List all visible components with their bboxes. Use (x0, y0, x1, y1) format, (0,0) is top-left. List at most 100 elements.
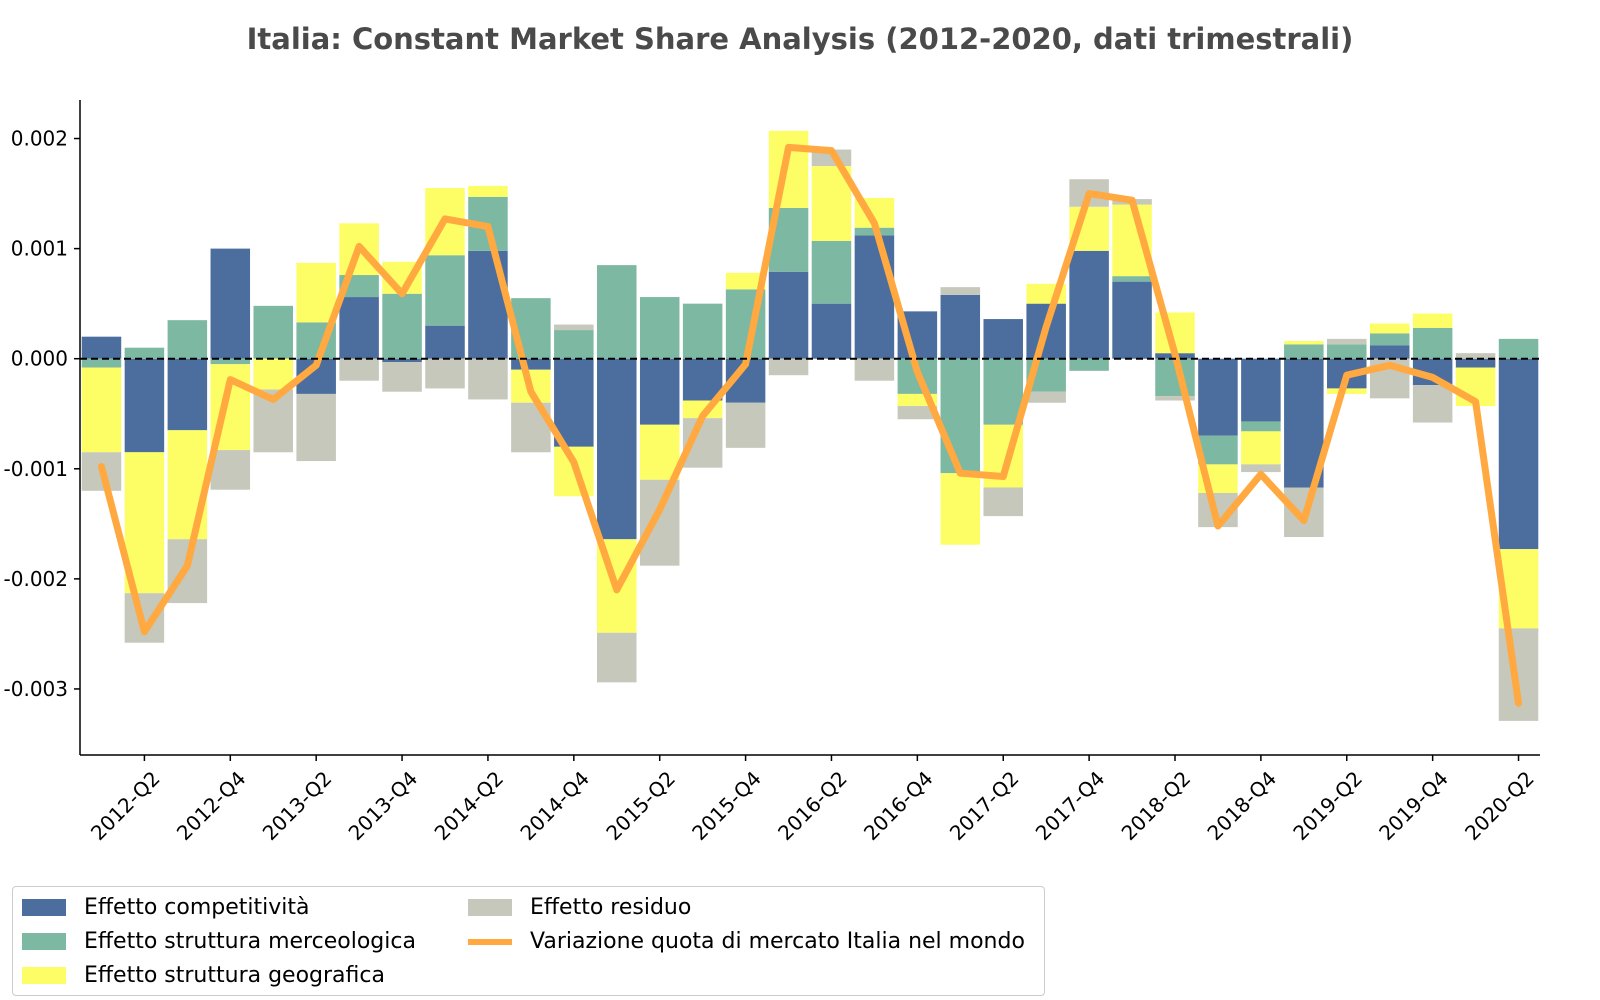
bar-2020-Q1-s3 (1455, 353, 1496, 359)
legend-item-variazione: Variazione quota di mercato Italia nel m… (468, 929, 1025, 954)
legend-item-geografica: Effetto struttura geografica (22, 963, 385, 988)
bar-2012-Q3-s2 (167, 430, 208, 540)
legend-swatch-merceologica (22, 933, 66, 950)
bar-2018-Q4-s1 (1241, 421, 1281, 432)
bar-2019-Q2-s1 (1327, 344, 1367, 359)
bar-2016-Q1-s3 (768, 358, 809, 376)
y-tick-label: -0.003 (4, 677, 68, 701)
bar-2014-Q4-s0 (554, 358, 594, 447)
legend-swatch-geografica (22, 967, 66, 984)
bar-2013-Q4-s1 (382, 293, 422, 359)
y-tick-label: -0.001 (4, 457, 68, 481)
bar-2015-Q2-s2 (639, 424, 680, 480)
legend-swatch-residuo (468, 899, 512, 916)
x-tick-label: 2020-Q2 (1460, 766, 1539, 845)
bar-2017-Q1-s0 (940, 294, 981, 359)
bar-2014-Q1-s3 (425, 358, 465, 389)
bar-2016-Q2-s0 (811, 303, 852, 359)
bar-2012-Q2-s0 (124, 358, 165, 453)
bar-2019-Q1-s2 (1284, 341, 1324, 345)
bar-2015-Q1-s0 (597, 358, 637, 540)
bar-2014-Q2-s3 (468, 358, 508, 400)
bar-2013-Q2-s2 (296, 262, 336, 323)
bar-2012-Q4-s3 (210, 450, 251, 490)
bar-2014-Q4-s3 (554, 324, 594, 331)
line-layer (97, 143, 1523, 707)
bar-2020-Q2-s3 (1498, 628, 1539, 721)
bar-2012-Q2-s1 (124, 347, 165, 359)
bar-2016-Q3-s3 (854, 358, 895, 381)
chart-plot-area: -0.003 -0.002 -0.001 0.000 0.001 0.002 2012-Q2… (4, 100, 1540, 845)
x-tick-label: 2019-Q4 (1374, 766, 1453, 845)
legend-item-competitivita: Effetto competitività (22, 895, 310, 920)
bar-2015-Q3-s0 (682, 358, 723, 401)
bar-2014-Q3-s0 (511, 358, 551, 370)
bar-2015-Q1-s3 (597, 632, 637, 683)
bar-2018-Q4-s3 (1241, 464, 1281, 473)
legend-swatch-variazione (468, 938, 512, 945)
y-tick-label: 0.000 (11, 347, 68, 371)
y-tick-label: 0.001 (11, 237, 68, 261)
x-tick-label: 2012-Q2 (86, 766, 165, 845)
legend-label-variazione: Variazione quota di mercato Italia nel m… (530, 929, 1025, 954)
bar-2015-Q3-s1 (682, 303, 723, 359)
x-tick-label: 2015-Q2 (601, 766, 680, 845)
x-tick-label: 2016-Q2 (773, 766, 852, 845)
x-tick-label: 2013-Q2 (258, 766, 337, 845)
bar-2017-Q1-s1 (940, 358, 981, 474)
x-tick-label: 2019-Q2 (1288, 766, 1367, 845)
bar-2018-Q1-s1 (1112, 276, 1152, 282)
bar-2019-Q2-s3 (1327, 338, 1367, 345)
x-tick-label: 2014-Q2 (430, 766, 509, 845)
x-tick-label: 2017-Q2 (945, 766, 1024, 845)
legend-swatch-competitivita (22, 899, 66, 916)
bar-2018-Q4-s2 (1241, 431, 1281, 465)
chart-title: Italia: Constant Market Share Analysis (… (246, 22, 1354, 56)
bars-layer (81, 130, 1539, 721)
bar-2013-Q3-s3 (339, 358, 379, 381)
bar-2020-Q2-s0 (1498, 358, 1539, 550)
bar-2015-Q4-s3 (725, 402, 766, 448)
legend-item-residuo: Effetto residuo (468, 895, 691, 920)
bar-2013-Q3-s0 (339, 297, 379, 359)
bar-2017-Q2-s1 (983, 358, 1023, 425)
legend-item-merceologica: Effetto struttura merceologica (22, 929, 416, 954)
bar-2012-Q1-s1 (81, 358, 122, 368)
legend-label-competitivita: Effetto competitività (84, 895, 310, 920)
bar-2017-Q4-s1 (1069, 358, 1109, 371)
bar-2013-Q1-s2 (253, 358, 293, 390)
bar-2017-Q1-s3 (940, 287, 981, 295)
line-series-variazione (97, 143, 1523, 707)
bar-2016-Q1-s2 (768, 130, 809, 208)
bar-2018-Q3-s0 (1198, 358, 1238, 436)
bar-2014-Q1-s0 (425, 325, 465, 359)
bar-2018-Q2-s3 (1155, 396, 1195, 401)
x-tick-label: 2017-Q4 (1031, 766, 1110, 845)
x-tick-label: 2014-Q4 (515, 766, 594, 845)
bar-2019-Q3-s0 (1369, 345, 1410, 359)
bar-2015-Q2-s0 (639, 358, 680, 425)
bar-2017-Q1-s2 (940, 473, 981, 545)
chart-legend: Effetto competitività Effetto struttura … (12, 886, 1045, 996)
bar-2012-Q4-s1 (210, 358, 251, 365)
x-tick-label: 2018-Q2 (1117, 766, 1196, 845)
bar-2017-Q4-s0 (1069, 250, 1109, 359)
bar-2016-Q4-s3 (897, 406, 938, 420)
x-tick-label: 2013-Q4 (344, 766, 423, 845)
bar-2020-Q2-s1 (1498, 338, 1539, 359)
bar-2013-Q4-s0 (382, 358, 422, 362)
legend-label-residuo: Effetto residuo (530, 895, 692, 920)
legend-label-geografica: Effetto struttura geografica (84, 963, 385, 988)
x-tick-label: 2016-Q4 (859, 766, 938, 845)
bar-2012-Q4-s0 (210, 248, 251, 359)
bar-2013-Q4-s3 (382, 362, 422, 392)
bar-2018-Q4-s0 (1241, 358, 1281, 422)
bar-2012-Q1-s0 (81, 336, 122, 359)
bar-2012-Q3-s0 (167, 358, 208, 431)
x-tick-label: 2012-Q4 (172, 766, 251, 845)
bar-2017-Q2-s0 (983, 319, 1023, 359)
bar-2013-Q1-s1 (253, 305, 293, 359)
y-tick-label: -0.002 (4, 567, 68, 591)
bar-2014-Q4-s1 (554, 330, 594, 359)
bar-2015-Q1-s1 (597, 265, 637, 359)
